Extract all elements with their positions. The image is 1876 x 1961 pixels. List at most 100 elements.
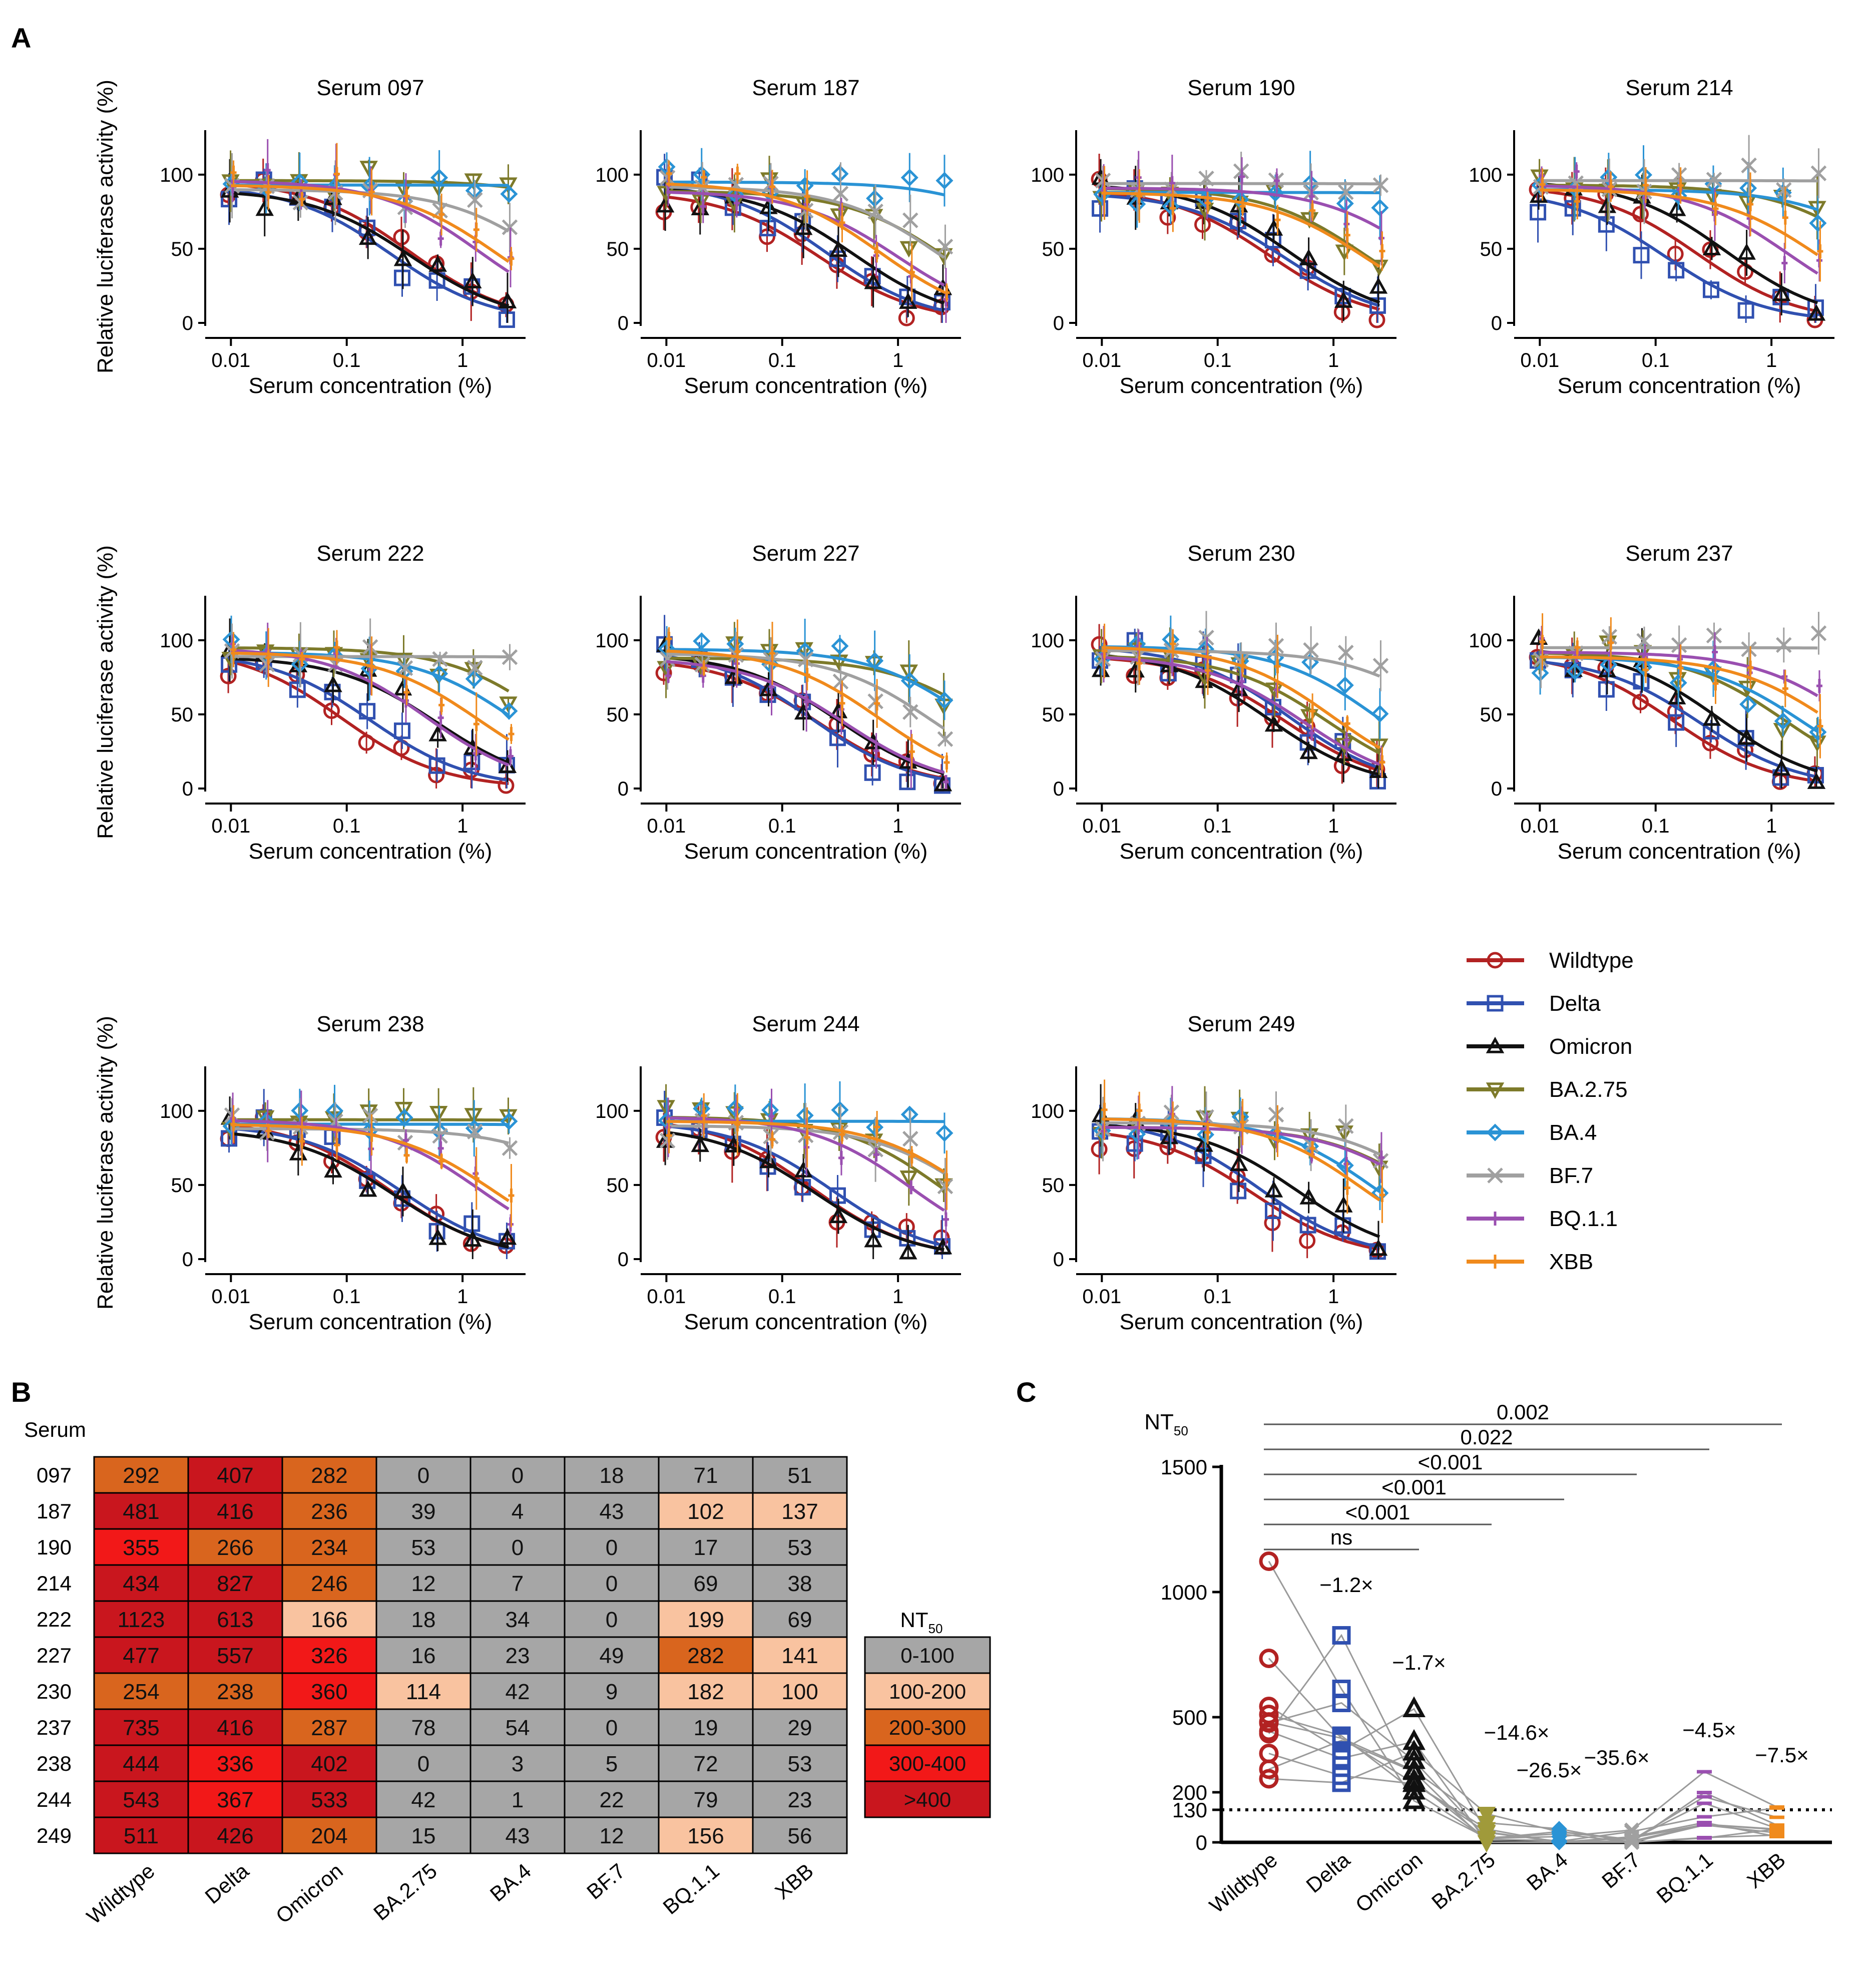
- row-label: 249: [37, 1824, 72, 1847]
- point-bq11: [908, 1180, 914, 1195]
- heatmap-cell: [187, 1600, 283, 1638]
- heatmap-value: 166: [311, 1608, 347, 1632]
- heatmap-value: 292: [123, 1463, 159, 1488]
- curve-omicron: [666, 1130, 945, 1252]
- point-bf7: [467, 659, 483, 676]
- heatmap-value: 199: [687, 1608, 724, 1632]
- point-bf7: [432, 651, 448, 667]
- heatmap-cell: [375, 1672, 472, 1710]
- fold-change-label: −1.7×: [1392, 1651, 1446, 1674]
- heatmap-cell: [93, 1564, 189, 1602]
- heatmap-value: 557: [217, 1644, 253, 1668]
- curve-omicron: [1102, 1124, 1380, 1239]
- row-label: 244: [37, 1788, 72, 1811]
- heatmap-cell: [187, 1636, 283, 1674]
- heatmap-value: 477: [123, 1644, 159, 1668]
- heatmap-value: 23: [788, 1788, 812, 1812]
- point-bf7: [902, 704, 918, 720]
- heatmap-cell: [375, 1636, 472, 1674]
- heatmap-value: 234: [311, 1535, 347, 1560]
- legend-label-wt: Wildtype: [1549, 948, 1634, 973]
- subplot-title: Serum 244: [752, 1012, 859, 1036]
- point-omicron: [498, 292, 517, 309]
- heatmap-cell: [375, 1456, 472, 1494]
- point-bq11: [437, 1141, 444, 1155]
- point-wt: [358, 734, 375, 751]
- heatmap-value: 17: [694, 1535, 718, 1560]
- point-xbb: [734, 166, 741, 181]
- point-omicron: [393, 249, 412, 266]
- curve-xbb: [666, 182, 945, 294]
- point-xbb: [334, 640, 340, 655]
- point-xbb: [804, 189, 810, 204]
- heatmap-value: 54: [506, 1716, 530, 1740]
- heatmap-value: 34: [506, 1608, 530, 1632]
- column-label: BQ.1.1: [658, 1859, 723, 1919]
- heatmap-value: 51: [788, 1463, 812, 1488]
- heatmap-cell: [281, 1708, 377, 1746]
- heatmap-value: 336: [217, 1752, 253, 1776]
- legend-bin-label: >400: [904, 1788, 952, 1811]
- x-tick-label: 0.1: [1642, 349, 1670, 371]
- point-omicron: [1772, 759, 1791, 776]
- point-omicron: [759, 197, 778, 214]
- point-xbb: [908, 265, 915, 279]
- x-tick-label: 0.01: [1082, 349, 1121, 371]
- heatmap-cell: [470, 1744, 566, 1782]
- point-omicron: [899, 1243, 917, 1260]
- panel-a-legend: Wildtype Delta Omicron BA.2.75 BA.4 BF.7 BQ.1.…: [1467, 948, 1634, 1274]
- legend-marker-wt: [1487, 952, 1504, 969]
- heatmap-value: 1123: [118, 1608, 165, 1632]
- category-label: Wildtype: [1205, 1848, 1282, 1918]
- category-label: Delta: [1301, 1847, 1354, 1897]
- point-xbb: [1274, 659, 1281, 674]
- subplot-title: Serum 227: [752, 541, 859, 566]
- heatmap-value: 7: [512, 1572, 524, 1596]
- row-label: 237: [37, 1716, 72, 1739]
- y-tick-label: 50: [607, 704, 629, 726]
- column-label: BA.4: [486, 1859, 536, 1906]
- y-tick-label: 0: [1053, 1249, 1064, 1271]
- point-bq11: [1273, 682, 1280, 697]
- point-bf7: [1706, 172, 1722, 188]
- point-bq11: [665, 668, 672, 683]
- y-tick-label: 100: [160, 630, 193, 652]
- point-bf7: [763, 1128, 779, 1144]
- heatmap-value: 0: [606, 1716, 618, 1740]
- point-ba4: [1266, 184, 1284, 202]
- heatmap-cell: [187, 1528, 283, 1566]
- point-bf7: [902, 212, 918, 228]
- point-xbb: [334, 167, 340, 181]
- column-label: BA.2.75: [369, 1859, 441, 1925]
- x-tick-label: 1: [1766, 815, 1777, 837]
- x-tick-label: 1: [1328, 349, 1339, 371]
- point-xbb: [403, 189, 410, 203]
- point-xbb: [508, 727, 515, 741]
- legend-title-main: NT: [900, 1608, 928, 1632]
- point-wildtype: [1259, 1649, 1279, 1668]
- x-tick-label: 1: [1328, 815, 1339, 837]
- x-tick-label: 1: [457, 815, 468, 837]
- comparison-p-value: <0.001: [1345, 1500, 1411, 1524]
- heatmap-value: 39: [411, 1499, 436, 1524]
- x-axis-title: Serum concentration (%): [249, 373, 493, 398]
- point-bq11: [1816, 678, 1822, 693]
- legend-marker-ba275: [1486, 1082, 1505, 1099]
- x-tick-label: 0.1: [1204, 815, 1232, 837]
- point-xbb: [734, 644, 741, 659]
- point-xbb: [1274, 213, 1281, 227]
- point-ba4: [1634, 658, 1653, 676]
- point-bf7: [502, 219, 518, 235]
- heatmap-cell: [281, 1744, 377, 1782]
- point-bf7: [1095, 172, 1111, 189]
- point-bq11: [264, 163, 271, 177]
- point-delta: [393, 722, 410, 739]
- category-label: BQ.1.1: [1652, 1848, 1717, 1908]
- x-axis-title: Serum concentration (%): [249, 1310, 493, 1334]
- point-ba4: [935, 1124, 954, 1142]
- point-xbb: [1782, 210, 1788, 225]
- point-bq11: [768, 1109, 775, 1123]
- x-axis-title: Serum concentration (%): [1558, 373, 1801, 398]
- point-omicron: [428, 1228, 447, 1245]
